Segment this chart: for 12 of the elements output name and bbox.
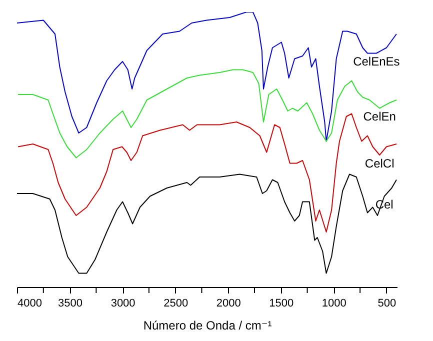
series-label: CelEn: [363, 110, 396, 124]
x-tick-label: 1000: [322, 298, 346, 310]
x-tick-label: 500: [378, 298, 396, 310]
series-label: CelCl: [364, 156, 394, 170]
series-label: CelEnEs: [353, 54, 400, 69]
x-tick-label: 2000: [216, 298, 241, 310]
x-tick-label: 2500: [164, 298, 188, 310]
x-axis-title: Número de Onda / cm⁻¹: [143, 318, 272, 332]
x-tick-label: 3500: [58, 298, 83, 310]
x-tick-label: 1500: [269, 298, 294, 310]
x-tick-label: 3000: [110, 298, 136, 310]
x-tick-label: 4000: [18, 298, 42, 310]
